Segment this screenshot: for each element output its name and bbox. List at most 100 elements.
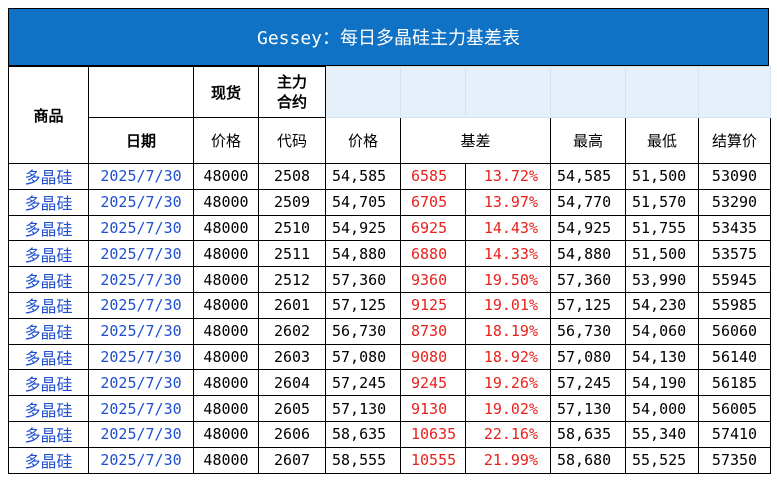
contract-code-cell: 2606 (258, 420, 326, 448)
table-title: Gessey：每日多晶硅主力基差表 (8, 8, 769, 66)
contract-code-cell: 2603 (258, 343, 326, 371)
basis-percent-cell: 18.19% (465, 317, 551, 345)
basis-cell: 10635 (400, 420, 466, 448)
header-settle: 结算价 (698, 117, 771, 164)
price-cell: 57,245 (325, 369, 401, 397)
table-row: 多晶硅 2025/7/30 48000 2605 57,130 9130 19.02% 57,… (8, 395, 771, 422)
high-cell: 54,925 (550, 214, 626, 242)
low-cell: 51,570 (625, 188, 699, 216)
high-cell: 54,585 (550, 163, 626, 190)
date-cell: 2025/7/30 (88, 188, 194, 216)
high-cell: 54,880 (550, 240, 626, 268)
price-cell: 54,880 (325, 240, 401, 268)
spot-price-cell: 48000 (193, 240, 259, 268)
date-cell: 2025/7/30 (88, 240, 194, 268)
basis-percent-cell: 19.50% (465, 266, 551, 293)
header-basis: 基差 (400, 117, 551, 164)
basis-percent-cell: 22.16% (465, 420, 551, 448)
high-cell: 56,730 (550, 317, 626, 345)
spot-price-cell: 48000 (193, 317, 259, 345)
date-cell: 2025/7/30 (88, 369, 194, 397)
date-cell: 2025/7/30 (88, 214, 194, 242)
basis-cell: 9080 (400, 343, 466, 371)
basis-cell: 6925 (400, 214, 466, 242)
header-fill-5 (625, 66, 699, 118)
header-low: 最低 (625, 117, 699, 164)
low-cell: 54,000 (625, 395, 699, 422)
low-cell: 53,990 (625, 266, 699, 293)
table-row: 多晶硅 2025/7/30 48000 2509 54,705 6705 13.97% 54,… (8, 188, 771, 216)
basis-percent-cell: 13.97% (465, 188, 551, 216)
table-row: 多晶硅 2025/7/30 48000 2602 56,730 8730 18.19% 56,… (8, 317, 771, 345)
date-cell: 2025/7/30 (88, 163, 194, 190)
contract-code-cell: 2607 (258, 446, 326, 474)
header-fill-3 (465, 66, 551, 118)
settle-price-cell: 57350 (698, 446, 771, 474)
table-row: 多晶硅 2025/7/30 48000 2607 58,555 10555 21.99% 58… (8, 446, 771, 474)
commodity-cell: 多晶硅 (8, 266, 89, 293)
date-cell: 2025/7/30 (88, 446, 194, 474)
price-cell: 56,730 (325, 317, 401, 345)
table-row: 多晶硅 2025/7/30 48000 2510 54,925 6925 14.43% 54,… (8, 214, 771, 242)
contract-code-cell: 2510 (258, 214, 326, 242)
commodity-cell: 多晶硅 (8, 369, 89, 397)
settle-price-cell: 56140 (698, 343, 771, 371)
commodity-cell: 多晶硅 (8, 188, 89, 216)
date-cell: 2025/7/30 (88, 420, 194, 448)
header-commodity: 商品 (8, 66, 89, 164)
spot-price-cell: 48000 (193, 163, 259, 190)
contract-code-cell: 2605 (258, 395, 326, 422)
header-date: 日期 (88, 117, 194, 164)
basis-percent-cell: 21.99% (465, 446, 551, 474)
header-code: 代码 (258, 117, 326, 164)
low-cell: 51,500 (625, 163, 699, 190)
spot-price-cell: 48000 (193, 446, 259, 474)
spot-price-cell: 48000 (193, 214, 259, 242)
table-row: 多晶硅 2025/7/30 48000 2603 57,080 9080 18.92% 57,… (8, 343, 771, 371)
high-cell: 58,635 (550, 420, 626, 448)
high-cell: 57,130 (550, 395, 626, 422)
commodity-cell: 多晶硅 (8, 214, 89, 242)
commodity-cell: 多晶硅 (8, 420, 89, 448)
settle-price-cell: 56005 (698, 395, 771, 422)
settle-price-cell: 57410 (698, 420, 771, 448)
basis-cell: 9130 (400, 395, 466, 422)
basis-percent-cell: 19.26% (465, 369, 551, 397)
table-row: 多晶硅 2025/7/30 48000 2606 58,635 10635 22.16% 58… (8, 420, 771, 448)
table-row: 多晶硅 2025/7/30 48000 2601 57,125 9125 19.01% 57,… (8, 291, 771, 319)
settle-price-cell: 53290 (698, 188, 771, 216)
spot-price-cell: 48000 (193, 420, 259, 448)
price-cell: 54,705 (325, 188, 401, 216)
low-cell: 51,500 (625, 240, 699, 268)
header-price: 价格 (325, 117, 401, 164)
price-cell: 57,125 (325, 291, 401, 319)
basis-cell: 9360 (400, 266, 466, 293)
settle-price-cell: 55985 (698, 291, 771, 319)
settle-price-cell: 53575 (698, 240, 771, 268)
basis-cell: 6585 (400, 163, 466, 190)
table-row: 多晶硅 2025/7/30 48000 2604 57,245 9245 19.26% 57,… (8, 369, 771, 397)
date-cell: 2025/7/30 (88, 343, 194, 371)
basis-percent-cell: 18.92% (465, 343, 551, 371)
low-cell: 54,230 (625, 291, 699, 319)
low-cell: 51,755 (625, 214, 699, 242)
high-cell: 57,080 (550, 343, 626, 371)
header-high: 最高 (550, 117, 626, 164)
high-cell: 57,125 (550, 291, 626, 319)
settle-price-cell: 56185 (698, 369, 771, 397)
low-cell: 55,340 (625, 420, 699, 448)
spot-price-cell: 48000 (193, 369, 259, 397)
spot-price-cell: 48000 (193, 291, 259, 319)
high-cell: 54,770 (550, 188, 626, 216)
spot-price-cell: 48000 (193, 188, 259, 216)
header-fill-6 (698, 66, 771, 118)
price-cell: 57,080 (325, 343, 401, 371)
contract-code-cell: 2601 (258, 291, 326, 319)
commodity-cell: 多晶硅 (8, 240, 89, 268)
header-blank (88, 66, 194, 118)
header-fill-2 (400, 66, 466, 118)
low-cell: 55,525 (625, 446, 699, 474)
price-cell: 57,360 (325, 266, 401, 293)
contract-code-cell: 2511 (258, 240, 326, 268)
header-spot: 现货 (193, 66, 259, 118)
